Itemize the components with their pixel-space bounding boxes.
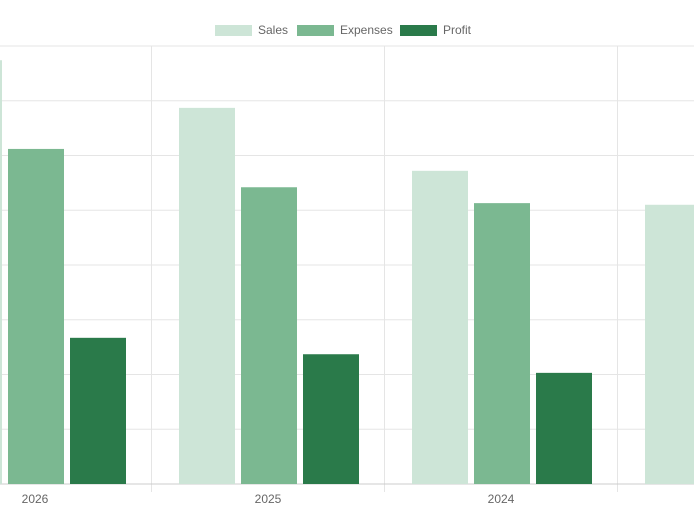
legend-label: Expenses [340,23,393,37]
legend-swatch [215,25,252,36]
bar [645,204,694,484]
bar [179,107,235,485]
bar [412,170,468,484]
bar [70,337,126,484]
bar [474,203,530,484]
x-tick-label: 2024 [488,492,515,506]
bar [536,372,592,484]
bar [8,148,64,484]
legend-label: Profit [443,23,472,37]
legend-swatch [400,25,437,36]
legend-label: Sales [258,23,288,37]
bar [303,354,359,484]
x-tick-label: 2026 [22,492,49,506]
legend-swatch [297,25,334,36]
bar [0,60,2,485]
x-tick-label: 2025 [255,492,282,506]
bar [241,187,297,484]
